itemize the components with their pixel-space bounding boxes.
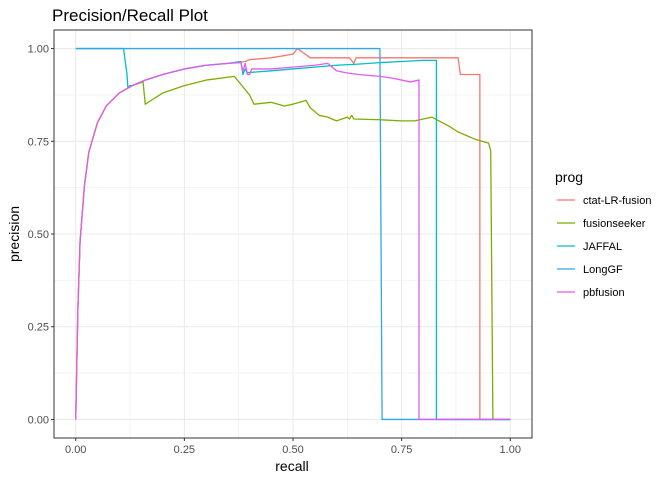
- y-tick-label: 0.00: [28, 414, 49, 426]
- legend-label-ctat-lr-fusion: ctat-LR-fusion: [583, 195, 651, 207]
- y-tick-label: 1.00: [28, 44, 49, 56]
- series-line-pbfusion: [75, 61, 511, 421]
- y-tick-label: 0.25: [28, 322, 49, 334]
- legend-label-jaffal: JAFFAL: [583, 241, 622, 253]
- legend-label-fusionseeker: fusionseeker: [583, 218, 646, 230]
- x-tick-label: 0.75: [391, 444, 412, 456]
- y-tick-label: 0.50: [28, 229, 49, 241]
- series-line-jaffal: [75, 47, 511, 421]
- legend-title: prog: [555, 169, 583, 185]
- plot-panel: [53, 29, 533, 439]
- x-tick-label: 0.50: [282, 444, 303, 456]
- x-axis: 0.00 0.25 0.50 0.75 1.00: [65, 438, 521, 456]
- x-axis-title: recall: [275, 458, 308, 474]
- y-axis: 0.00 0.25 0.50 0.75 1.00: [28, 44, 54, 426]
- x-tick-label: 0.00: [65, 444, 86, 456]
- legend-label-pbfusion: pbfusion: [583, 287, 625, 299]
- legend: prog ctat-LR-fusion fusionseeker JAFFAL Lon…: [555, 169, 651, 299]
- series-lines: [75, 47, 511, 421]
- x-tick-label: 1.00: [500, 444, 521, 456]
- y-tick-label: 0.75: [28, 136, 49, 148]
- x-tick-label: 0.25: [174, 444, 195, 456]
- chart-title: Precision/Recall Plot: [52, 6, 208, 25]
- y-axis-title: precision: [6, 206, 22, 262]
- legend-items: ctat-LR-fusion fusionseeker JAFFAL LongGF pb…: [557, 195, 651, 299]
- legend-label-longgf: LongGF: [583, 264, 623, 276]
